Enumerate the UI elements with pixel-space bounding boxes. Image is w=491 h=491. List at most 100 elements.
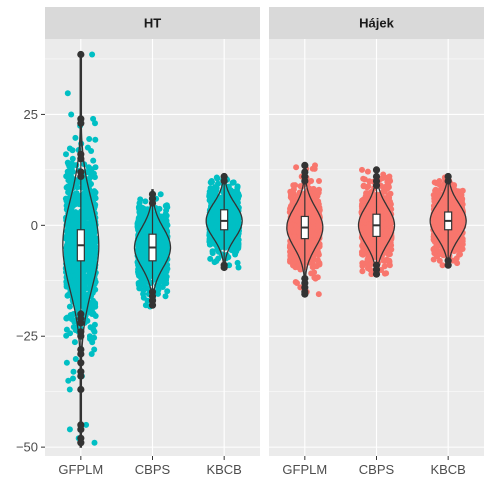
jitter-point (359, 197, 366, 204)
jitter-point (384, 256, 390, 263)
jitter-point (162, 202, 169, 209)
outlier-point (148, 199, 157, 207)
jitter-point (142, 302, 149, 309)
jitter-point (70, 281, 77, 288)
jitter-point (70, 375, 76, 382)
jitter-point (86, 136, 93, 142)
jitter-point (209, 189, 216, 195)
jitter-point (92, 136, 99, 143)
outlier-point (77, 359, 85, 367)
jitter-point (291, 216, 298, 223)
jitter-point (360, 183, 367, 190)
outlier-point (77, 172, 85, 181)
facet-label: Hájek (359, 16, 394, 31)
jitter-point (91, 439, 98, 446)
jitter-point (208, 178, 215, 184)
jitter-point (71, 200, 77, 207)
jitter-point (291, 255, 298, 262)
jitter-point (315, 222, 322, 229)
jitter-point (71, 265, 78, 272)
outlier-point (77, 425, 85, 433)
jitter-point (162, 293, 169, 300)
jitter-point (210, 217, 216, 224)
outlier-point (301, 290, 309, 298)
jitter-point (287, 224, 294, 231)
jitter-point (92, 250, 99, 257)
jitter-point (72, 193, 79, 200)
jitter-point (316, 186, 322, 193)
jitter-point (163, 244, 170, 251)
jitter-point (138, 251, 145, 258)
jitter-point (312, 263, 319, 270)
jitter-point (308, 208, 315, 215)
jitter-point (90, 224, 97, 231)
jitter-point (76, 201, 83, 208)
jitter-point (87, 261, 94, 268)
jitter-point (233, 188, 240, 195)
jitter-point (63, 332, 70, 339)
jitter-point (69, 155, 76, 162)
jitter-point (63, 359, 70, 366)
jitter-point (310, 213, 317, 220)
jitter-point (72, 134, 79, 141)
jitter-point (360, 175, 367, 182)
jitter-point (163, 212, 170, 219)
jitter-point (66, 163, 73, 170)
jitter-point (68, 111, 75, 118)
jitter-point (387, 178, 394, 184)
jitter-point (229, 179, 236, 186)
outlier-point (220, 177, 228, 185)
jitter-point (64, 226, 71, 233)
jitter-point (70, 368, 77, 375)
jitter-point (163, 268, 170, 275)
jitter-point (163, 207, 170, 214)
jitter-point (314, 248, 321, 255)
jitter-point (86, 229, 93, 236)
jitter-point (72, 327, 79, 334)
outlier-point (301, 161, 309, 169)
jitter-point (66, 145, 73, 152)
jitter-point (383, 210, 390, 217)
jitter-point (297, 205, 304, 212)
jitter-point (216, 229, 223, 236)
y-tick-label: 0 (31, 218, 38, 233)
jitter-point (87, 324, 94, 331)
jitter-point (66, 171, 73, 177)
jitter-point (364, 168, 371, 175)
jitter-point (91, 328, 98, 335)
facet-label: HT (144, 16, 161, 31)
jitter-point (219, 239, 226, 246)
jitter-point (207, 255, 214, 262)
jitter-point (136, 205, 143, 212)
group-gfplm (62, 50, 100, 448)
jitter-point (89, 311, 96, 317)
jitter-point (75, 215, 82, 222)
jitter-point (365, 210, 372, 217)
jitter-point (228, 219, 235, 226)
outlier-point (77, 319, 85, 327)
jitter-point (65, 183, 71, 190)
jitter-point (381, 270, 388, 277)
group-kbcb (205, 172, 243, 272)
outlier-point (372, 270, 381, 278)
jitter-point (66, 386, 73, 393)
jitter-point (66, 303, 73, 310)
jitter-point (228, 224, 235, 231)
jitter-point (138, 280, 145, 287)
y-tick-label: 25 (24, 107, 38, 122)
outlier-point (77, 372, 85, 380)
jitter-point (84, 144, 91, 151)
jitter-point (91, 346, 98, 353)
jitter-point (293, 164, 300, 171)
jitter-point (92, 164, 99, 171)
jitter-point (74, 269, 81, 276)
jitter-point (65, 264, 72, 271)
jitter-point (92, 286, 99, 293)
facet-strip (45, 7, 260, 39)
jitter-point (64, 242, 70, 249)
outlier-point (77, 385, 85, 394)
jitter-point (83, 421, 90, 428)
jitter-point (359, 166, 365, 173)
jitter-point (66, 426, 73, 433)
